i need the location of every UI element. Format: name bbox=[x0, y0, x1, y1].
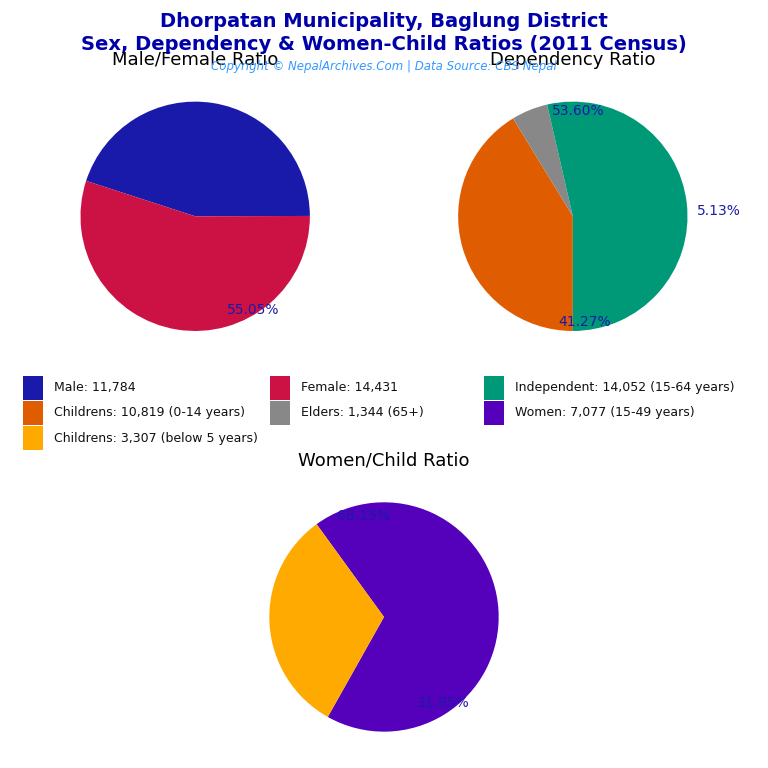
Text: Male: 11,784: Male: 11,784 bbox=[55, 381, 136, 394]
FancyBboxPatch shape bbox=[484, 376, 504, 399]
Text: Female: 14,431: Female: 14,431 bbox=[301, 381, 399, 394]
Wedge shape bbox=[458, 118, 573, 331]
Title: Male/Female Ratio: Male/Female Ratio bbox=[112, 51, 278, 68]
Text: Childrens: 10,819 (0-14 years): Childrens: 10,819 (0-14 years) bbox=[55, 406, 246, 419]
FancyBboxPatch shape bbox=[484, 401, 504, 425]
Title: Women/Child Ratio: Women/Child Ratio bbox=[298, 452, 470, 469]
FancyBboxPatch shape bbox=[270, 376, 290, 399]
Text: Independent: 14,052 (15-64 years): Independent: 14,052 (15-64 years) bbox=[515, 381, 735, 394]
Text: 44.95%: 44.95% bbox=[113, 131, 165, 145]
FancyBboxPatch shape bbox=[23, 426, 43, 450]
Wedge shape bbox=[86, 101, 310, 217]
Text: Childrens: 3,307 (below 5 years): Childrens: 3,307 (below 5 years) bbox=[55, 432, 258, 445]
Wedge shape bbox=[513, 104, 573, 217]
Title: Dependency Ratio: Dependency Ratio bbox=[490, 51, 656, 68]
Text: 5.13%: 5.13% bbox=[697, 204, 740, 217]
Text: 31.85%: 31.85% bbox=[417, 696, 470, 710]
Text: 55.05%: 55.05% bbox=[227, 303, 280, 317]
Text: Sex, Dependency & Women-Child Ratios (2011 Census): Sex, Dependency & Women-Child Ratios (20… bbox=[81, 35, 687, 54]
FancyBboxPatch shape bbox=[23, 376, 43, 399]
FancyBboxPatch shape bbox=[270, 401, 290, 425]
Text: Copyright © NepalArchives.Com | Data Source: CBS Nepal: Copyright © NepalArchives.Com | Data Sou… bbox=[211, 60, 557, 73]
Text: 53.60%: 53.60% bbox=[552, 104, 605, 118]
Text: 68.15%: 68.15% bbox=[337, 509, 390, 523]
FancyBboxPatch shape bbox=[23, 401, 43, 425]
Text: Dhorpatan Municipality, Baglung District: Dhorpatan Municipality, Baglung District bbox=[160, 12, 608, 31]
Text: 41.27%: 41.27% bbox=[558, 315, 611, 329]
Wedge shape bbox=[270, 525, 384, 717]
Text: Elders: 1,344 (65+): Elders: 1,344 (65+) bbox=[301, 406, 424, 419]
Wedge shape bbox=[547, 101, 687, 331]
Text: Women: 7,077 (15-49 years): Women: 7,077 (15-49 years) bbox=[515, 406, 695, 419]
Wedge shape bbox=[316, 502, 498, 732]
Wedge shape bbox=[81, 181, 310, 331]
